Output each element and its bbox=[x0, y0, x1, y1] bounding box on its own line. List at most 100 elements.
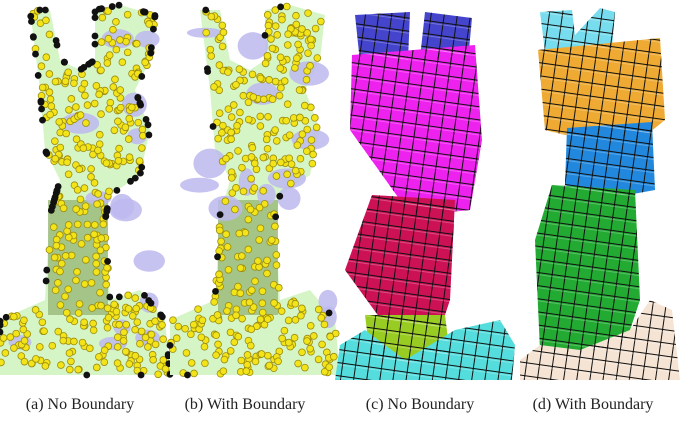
boundary-point bbox=[262, 32, 269, 39]
sample-point bbox=[264, 11, 271, 18]
sample-point bbox=[50, 224, 57, 231]
sample-point bbox=[318, 314, 325, 321]
sample-point bbox=[0, 335, 7, 342]
sample-point bbox=[236, 109, 243, 116]
sample-point bbox=[218, 129, 225, 136]
sample-point bbox=[216, 62, 223, 69]
sample-point bbox=[60, 337, 67, 344]
boundary-point bbox=[204, 65, 211, 72]
boundary-point bbox=[143, 116, 150, 123]
sample-point bbox=[228, 136, 235, 143]
sample-point bbox=[79, 339, 86, 346]
sample-point bbox=[2, 350, 9, 357]
sample-point bbox=[248, 154, 255, 161]
sample-point bbox=[211, 84, 218, 91]
sample-point bbox=[314, 55, 321, 62]
sample-point bbox=[57, 302, 64, 309]
sample-point bbox=[272, 223, 279, 230]
panel-b-image bbox=[167, 3, 340, 378]
sample-point bbox=[139, 132, 146, 139]
sample-point bbox=[319, 341, 326, 348]
sample-point bbox=[136, 340, 143, 347]
sample-point bbox=[284, 42, 291, 49]
sample-point bbox=[104, 305, 111, 312]
sample-point bbox=[264, 316, 271, 323]
sample-point bbox=[201, 343, 208, 350]
sample-point bbox=[84, 221, 91, 228]
sample-point bbox=[219, 43, 226, 50]
sample-point bbox=[42, 363, 49, 370]
sample-point bbox=[277, 159, 284, 166]
sample-point bbox=[113, 46, 120, 53]
sample-point bbox=[74, 186, 81, 193]
figure: (a) No Boundary (b) With Boundary (c) No… bbox=[0, 0, 682, 437]
sample-point bbox=[128, 104, 135, 111]
sample-point bbox=[142, 59, 149, 66]
sample-point bbox=[36, 344, 43, 351]
sample-point bbox=[60, 205, 67, 212]
sample-point bbox=[97, 289, 104, 296]
sample-point bbox=[259, 300, 266, 307]
sample-point bbox=[73, 277, 80, 284]
boundary-point bbox=[147, 50, 154, 57]
sample-point bbox=[291, 65, 298, 72]
sample-point bbox=[0, 359, 4, 366]
sample-point bbox=[220, 368, 227, 375]
panel-c-image bbox=[335, 12, 515, 380]
sample-point bbox=[273, 138, 280, 145]
sample-point bbox=[73, 206, 80, 213]
sample-point bbox=[297, 114, 304, 121]
sample-point bbox=[136, 158, 143, 165]
sample-point bbox=[250, 94, 257, 101]
boundary-point bbox=[116, 2, 123, 9]
boundary-point bbox=[43, 150, 50, 157]
sample-point bbox=[273, 262, 280, 269]
sample-point bbox=[235, 333, 242, 340]
sample-point bbox=[262, 60, 269, 67]
sample-point bbox=[58, 260, 65, 267]
sample-point bbox=[125, 136, 132, 143]
sample-point bbox=[277, 84, 284, 91]
sample-point bbox=[245, 216, 252, 223]
boundary-point bbox=[43, 278, 50, 285]
boundary-point bbox=[151, 13, 158, 20]
sample-point bbox=[248, 287, 255, 294]
sample-point bbox=[20, 326, 27, 333]
sample-point bbox=[307, 345, 314, 352]
sample-point bbox=[114, 118, 121, 125]
figure-images bbox=[0, 0, 682, 390]
sample-point bbox=[272, 78, 279, 85]
sample-point bbox=[104, 324, 111, 331]
sample-point bbox=[116, 145, 123, 152]
sample-point bbox=[126, 154, 133, 161]
sample-point bbox=[265, 22, 272, 29]
sample-point bbox=[293, 12, 300, 19]
sample-point bbox=[89, 305, 96, 312]
sample-point bbox=[311, 114, 318, 121]
sample-point bbox=[296, 87, 303, 94]
sample-point bbox=[117, 104, 124, 111]
sample-point bbox=[96, 141, 103, 148]
boundary-point bbox=[167, 342, 174, 349]
sample-point bbox=[32, 306, 39, 313]
sample-point bbox=[52, 155, 59, 162]
sample-point bbox=[301, 364, 308, 371]
sample-point bbox=[252, 358, 259, 365]
sample-point bbox=[70, 80, 77, 87]
sample-point bbox=[298, 305, 305, 312]
sample-point bbox=[52, 78, 59, 85]
sample-point bbox=[285, 339, 292, 346]
sample-point bbox=[274, 31, 281, 38]
sample-point bbox=[110, 84, 117, 91]
sample-point bbox=[88, 166, 95, 173]
sample-point bbox=[115, 157, 122, 164]
sample-point bbox=[307, 62, 314, 69]
sample-point bbox=[125, 292, 132, 299]
sample-point bbox=[276, 92, 283, 99]
sample-point bbox=[63, 130, 70, 137]
sample-point bbox=[173, 335, 180, 342]
sample-point bbox=[112, 18, 119, 25]
sample-point bbox=[310, 151, 317, 158]
boundary-point bbox=[210, 123, 217, 130]
sample-point bbox=[264, 52, 271, 59]
